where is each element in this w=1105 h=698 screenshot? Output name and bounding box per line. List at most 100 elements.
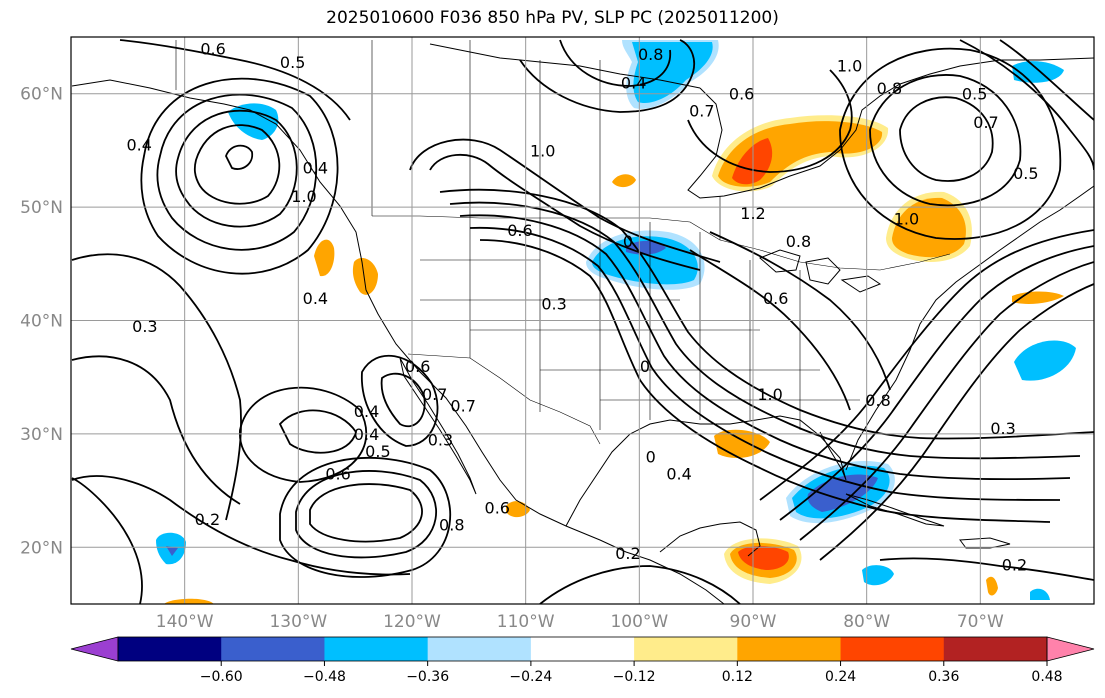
- contour-ne: [959, 39, 1094, 171]
- contour-sw-high: [309, 483, 423, 543]
- contour-label: 0.4: [354, 402, 379, 421]
- contour-label: 0.3: [132, 317, 157, 336]
- contour-label: 0.7: [973, 113, 998, 132]
- contour-pacific: [71, 355, 241, 505]
- contour-hudson: [519, 39, 695, 113]
- contour-sw-high: [279, 456, 451, 578]
- pv-shade-positive: [352, 258, 378, 295]
- contour-label: 0.5: [962, 85, 987, 104]
- pv-shade-positive: [892, 197, 966, 258]
- contour-label: 0.3: [541, 294, 566, 313]
- longitude-axis: 140°W 130°W 120°W 110°W 100°W 90°W 80°W 70°W: [156, 612, 1004, 632]
- pv-shade-positive: [612, 174, 636, 188]
- pv-shade-positive: [986, 576, 998, 596]
- contour-label: 0: [646, 448, 656, 467]
- longitude-label: 100°W: [610, 612, 668, 632]
- contour-sw-ring: [380, 372, 426, 427]
- contour-nw-inland: [409, 138, 721, 263]
- contour-pacific-south: [71, 475, 411, 576]
- contour-ne-high: [869, 74, 1022, 207]
- canada-provinces: [175, 40, 721, 240]
- contour-caribbean: [539, 565, 741, 604]
- contour-label: 0.6: [729, 85, 754, 104]
- longitude-label: 120°W: [383, 612, 441, 632]
- colorbar-tick-label: −0.60: [200, 669, 243, 685]
- contour-label: 0.4: [303, 289, 328, 308]
- colorbar-segment: [118, 637, 222, 661]
- coastline-hispaniola: [959, 537, 1011, 549]
- colorbar-segment: [943, 637, 1048, 661]
- contour-sw-high: [295, 470, 437, 559]
- coastline-cuba: [845, 493, 945, 527]
- pv-shade-negative: [1014, 340, 1076, 381]
- coastline-great-lakes: [759, 249, 882, 293]
- colorbar-frame: [117, 636, 1048, 662]
- colorbar-tick-label: 0.12: [722, 669, 753, 685]
- contour-label: 0.6: [507, 221, 532, 240]
- colorbar-tick-label: 0.24: [825, 669, 856, 685]
- contour-label: 0.8: [439, 516, 464, 535]
- colorbar-tick-label: −0.48: [303, 669, 346, 685]
- longitude-label: 140°W: [156, 612, 214, 632]
- contour-label: 0.8: [877, 79, 902, 98]
- contour-label: 0.5: [280, 53, 305, 72]
- latitude-label: 50°N: [20, 198, 63, 218]
- contour-label: 1.0: [757, 385, 782, 404]
- contour-label: 0.6: [200, 39, 225, 58]
- contour-label: 0: [623, 232, 633, 251]
- state-lines: [420, 218, 860, 430]
- colorbar-segment: [840, 637, 945, 661]
- contour-label: 0.4: [354, 425, 379, 444]
- contour-central: [709, 231, 891, 391]
- contour-label: 1.0: [894, 209, 919, 228]
- contour-jet: [449, 201, 1081, 460]
- contour-label: 0.5: [1013, 164, 1038, 183]
- contour-label: 0.8: [865, 391, 890, 410]
- contour-jet: [469, 226, 1061, 501]
- contour-alaska-ring: [140, 77, 339, 275]
- contour-label: 0.2: [615, 544, 640, 563]
- contour-east-coast: [779, 245, 1094, 521]
- pv-shade-positive: [314, 239, 335, 277]
- longitude-label: 70°W: [957, 612, 1004, 632]
- pv-shade-negative: [632, 42, 713, 104]
- longitude-label: 130°W: [269, 612, 327, 632]
- contour-alaska-ring: [225, 144, 254, 170]
- latitude-label: 40°N: [20, 312, 63, 332]
- contour-label: 0.2: [195, 510, 220, 529]
- coastline-yucatan: [659, 521, 761, 557]
- colorbar-segment: [324, 637, 429, 661]
- contour-ne-high: [839, 47, 1062, 240]
- contour-sw-ring: [239, 386, 367, 483]
- contour-east-coast: [799, 261, 1094, 541]
- contour-label: 0.8: [638, 45, 663, 64]
- contour-label: 0.3: [428, 431, 453, 450]
- contour-jet: [479, 239, 1051, 523]
- colorbar-extend-high: [1046, 636, 1095, 662]
- longitude-label: 90°W: [730, 612, 777, 632]
- longitude-label: 80°W: [843, 612, 890, 632]
- contour-caribbean: [879, 557, 1094, 581]
- slp-contours: [71, 39, 1094, 604]
- plot-frame: [70, 36, 1095, 605]
- pv-shade-positive: [164, 598, 214, 604]
- colorbar-segment: [427, 637, 532, 661]
- colorbar: −0.60 −0.48 −0.36 −0.24 −0.12 0.12 0.24 0.36 0.4…: [70, 636, 1095, 685]
- pv-shade-positive: [732, 138, 773, 185]
- pv-shade-negative: [862, 565, 894, 586]
- pv-shade-positive: [738, 546, 789, 570]
- colorbar-segment: [530, 637, 635, 661]
- contour-label: 0.5: [365, 442, 390, 461]
- contour-nw-inland: [429, 153, 701, 271]
- contour-label: 0.4: [303, 158, 328, 177]
- contour-central: [689, 249, 851, 411]
- contour-label: 0.7: [450, 397, 475, 416]
- contour-ne-high: [899, 96, 994, 182]
- colorbar-tick-label: −0.36: [406, 669, 449, 685]
- contour-label: 1.0: [837, 56, 862, 75]
- contour-label: 1.2: [740, 204, 765, 223]
- plot-area: 0.60.50.40.41.00.40.31.00.60.30.80.40.70…: [70, 36, 1095, 605]
- contour-pacific-south: [71, 477, 143, 604]
- colorbar-tick-label: −0.24: [509, 669, 552, 685]
